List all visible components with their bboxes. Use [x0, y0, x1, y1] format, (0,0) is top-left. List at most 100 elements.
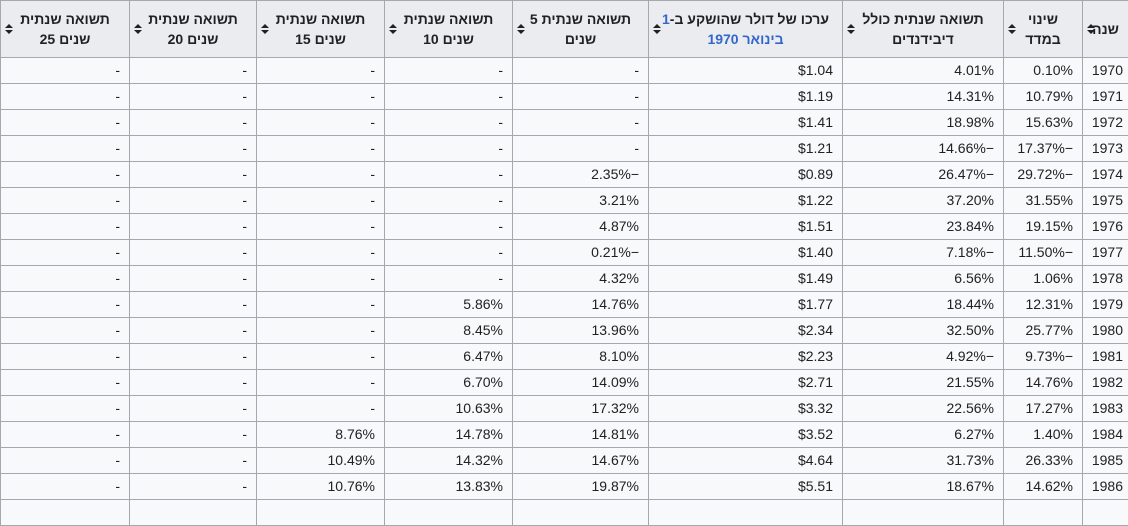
col-header-dollar-value[interactable]: ערכו של דולר שהושקע ב-1 בינואר 1970	[649, 1, 843, 58]
cell-total-return-dividends: 23.84%	[843, 214, 1004, 240]
cell-index-change: 17.27%	[1004, 396, 1083, 422]
cell-return-20y: -	[130, 292, 257, 318]
cell-total-return-dividends: 22.56%	[843, 396, 1004, 422]
cell-index-change	[1004, 500, 1083, 526]
cell-dollar-value: $1.21	[649, 136, 843, 162]
cell-dollar-value: $0.89	[649, 162, 843, 188]
col-header-label: ערכו של דולר שהושקע ב-1	[653, 9, 838, 29]
cell-return-5y: 19.87%	[513, 474, 649, 500]
cell-total-return-dividends: 6.56%	[843, 266, 1004, 292]
cell-return-10y: 5.86%	[385, 292, 513, 318]
cell-return-25y: -	[1, 58, 130, 84]
january-1970-link[interactable]: 1	[662, 11, 670, 27]
cell-return-15y: -	[257, 370, 385, 396]
col-header-label: תשואה שנתית 5	[517, 9, 644, 29]
col-header-total-return[interactable]: תשואה שנתית כולל דיבידנדים	[843, 1, 1004, 58]
col-header-label: דיבידנדים	[847, 29, 999, 49]
cell-total-return-dividends	[843, 500, 1004, 526]
cell-index-change: −9.73%	[1004, 344, 1083, 370]
cell-dollar-value: $2.71	[649, 370, 843, 396]
col-header-year[interactable]: שנה	[1083, 1, 1128, 58]
cell-return-25y: -	[1, 110, 130, 136]
cell-return-5y: 4.32%	[513, 266, 649, 292]
cell-year	[1083, 500, 1128, 526]
cell-return-10y: -	[385, 188, 513, 214]
cell-return-20y: -	[130, 318, 257, 344]
cell-return-5y: 14.09%	[513, 370, 649, 396]
cell-total-return-dividends: 31.73%	[843, 448, 1004, 474]
cell-return-20y: -	[130, 422, 257, 448]
col-header-label: 20 שנים	[134, 29, 252, 49]
cell-return-20y: -	[130, 448, 257, 474]
cell-return-10y: 8.45%	[385, 318, 513, 344]
cell-return-25y: -	[1, 240, 130, 266]
cell-year: 1977	[1083, 240, 1128, 266]
cell-dollar-value: $5.51	[649, 474, 843, 500]
cell-return-15y: -	[257, 266, 385, 292]
cell-return-20y: -	[130, 162, 257, 188]
col-header-index-change[interactable]: שינוי במדד	[1004, 1, 1083, 58]
cell-index-change: −11.50%	[1004, 240, 1083, 266]
cell-dollar-value: $3.52	[649, 422, 843, 448]
col-header-return-25y[interactable]: תשואה שנתית 25 שנים	[1, 1, 130, 58]
cell-return-20y: -	[130, 58, 257, 84]
cell-dollar-value: $3.32	[649, 396, 843, 422]
cell-return-25y: -	[1, 474, 130, 500]
cell-return-15y	[257, 500, 385, 526]
cell-index-change: 12.31%	[1004, 292, 1083, 318]
col-header-label: 15 שנים	[261, 29, 380, 49]
cell-total-return-dividends: 21.55%	[843, 370, 1004, 396]
cell-return-15y: 10.49%	[257, 448, 385, 474]
cell-return-10y: -	[385, 266, 513, 292]
col-header-return-15y[interactable]: תשואה שנתית 15 שנים	[257, 1, 385, 58]
cell-return-15y: -	[257, 58, 385, 84]
cell-total-return-dividends: 6.27%	[843, 422, 1004, 448]
cell-total-return-dividends: 37.20%	[843, 188, 1004, 214]
cell-year: 1978	[1083, 266, 1128, 292]
cell-return-25y: -	[1, 188, 130, 214]
cell-return-5y: 14.67%	[513, 448, 649, 474]
cell-return-5y: -	[513, 58, 649, 84]
cell-year: 1984	[1083, 422, 1128, 448]
col-header-return-5y[interactable]: תשואה שנתית 5 שנים	[513, 1, 649, 58]
cell-total-return-dividends: 4.01%	[843, 58, 1004, 84]
cell-return-15y: -	[257, 136, 385, 162]
col-header-label: תשואה שנתית	[261, 9, 380, 29]
cell-return-25y	[1, 500, 130, 526]
col-header-return-10y[interactable]: תשואה שנתית 10 שנים	[385, 1, 513, 58]
sort-icon	[5, 24, 13, 34]
cell-year: 1982	[1083, 370, 1128, 396]
cell-return-15y: -	[257, 240, 385, 266]
cell-total-return-dividends: 18.98%	[843, 110, 1004, 136]
sort-icon	[653, 24, 661, 34]
col-header-return-20y[interactable]: תשואה שנתית 20 שנים	[130, 1, 257, 58]
col-header-label: תשואה שנתית	[5, 9, 125, 29]
cell-return-5y: 14.76%	[513, 292, 649, 318]
cell-dollar-value: $1.77	[649, 292, 843, 318]
col-header-prefix: ערכו של דולר שהושקע ב-	[670, 11, 829, 27]
cell-dollar-value: $1.19	[649, 84, 843, 110]
col-header-label: תשואה שנתית	[134, 9, 252, 29]
cell-return-25y: -	[1, 266, 130, 292]
january-1970-link[interactable]: בינואר 1970	[707, 31, 783, 47]
cell-return-10y	[385, 500, 513, 526]
cell-year: 1974	[1083, 162, 1128, 188]
cell-return-20y: -	[130, 84, 257, 110]
cell-return-15y: -	[257, 292, 385, 318]
cell-return-25y: -	[1, 448, 130, 474]
sort-icon	[1087, 24, 1095, 34]
cell-return-15y: -	[257, 396, 385, 422]
cell-return-25y: -	[1, 214, 130, 240]
cell-return-5y: -	[513, 136, 649, 162]
cell-index-change: 25.77%	[1004, 318, 1083, 344]
cell-year: 1981	[1083, 344, 1128, 370]
cell-return-20y: -	[130, 188, 257, 214]
cell-dollar-value: $1.49	[649, 266, 843, 292]
